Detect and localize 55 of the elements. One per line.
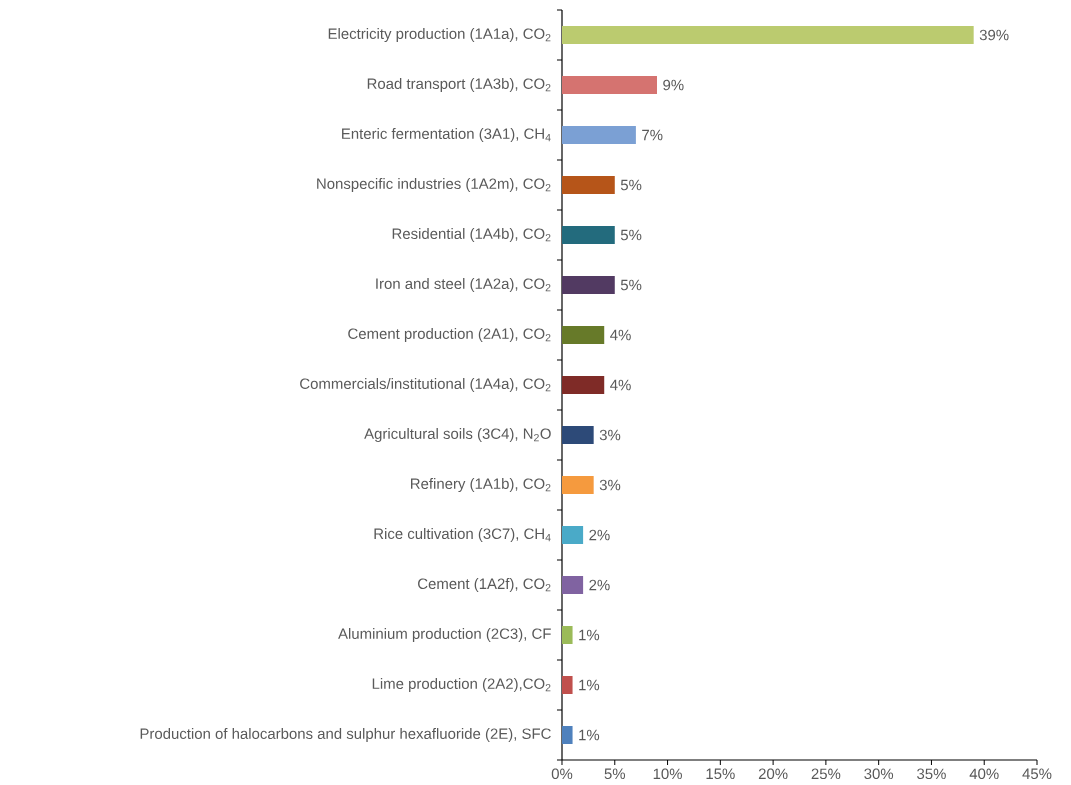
y-tick-label: Road transport (1A3b), CO$_{2}$ <box>367 78 551 92</box>
data-label: 1% <box>579 629 600 641</box>
bar <box>562 476 594 495</box>
bar <box>562 76 657 94</box>
y-tick-label: Nonspecific industries (1A2m), CO$_{2}$ <box>317 178 551 192</box>
x-tick-label: 0% <box>551 768 573 780</box>
data-label: 5% <box>620 179 642 191</box>
y-tick-label: Electricity production (1A1a), CO$_{2}$ <box>328 28 551 42</box>
x-tick-label: 10% <box>653 768 682 780</box>
x-tick-label: 25% <box>811 768 841 780</box>
y-tick-label: Refinery (1A1b), CO$_{2}$ <box>411 478 551 492</box>
x-tick-label: 35% <box>917 768 946 780</box>
y-tick-label: Iron and steel (1A2a), CO$_{2}$ <box>376 278 551 292</box>
data-label: 7% <box>642 129 663 141</box>
bar <box>562 626 573 645</box>
x-tick-label: 15% <box>706 768 735 780</box>
bar <box>562 276 615 294</box>
data-label: 9% <box>663 79 684 91</box>
y-tick-label: Agricultural soils (3C4), N$_{2}$O <box>364 428 551 442</box>
x-tick-label: 30% <box>864 768 894 780</box>
y-tick-label: Rice cultivation (3C7), CH$_{4}$ <box>374 528 551 542</box>
y-tick-label: Aluminium production (2C3), CF <box>338 628 551 642</box>
bar <box>562 526 584 545</box>
y-tick-label: Enteric fermentation (3A1), CH$_{4}$ <box>342 128 551 142</box>
bar <box>562 576 584 595</box>
data-label: 3% <box>599 479 621 491</box>
data-label: 5% <box>620 229 642 241</box>
bar <box>562 676 573 695</box>
data-label: 1% <box>579 679 600 691</box>
data-label: 39% <box>979 29 1009 41</box>
y-tick-label: Residential (1A4b), CO$_{2}$ <box>392 228 551 242</box>
y-tick-label: Production of halocarbons and sulphur hexafluoride (2E), SFC <box>140 728 551 742</box>
x-tick-label: 45% <box>1022 768 1052 780</box>
bar <box>562 726 573 745</box>
bar <box>562 176 615 194</box>
bar <box>562 26 974 44</box>
data-label: 2% <box>589 529 610 541</box>
data-label: 1% <box>579 729 600 741</box>
data-label: 4% <box>610 379 631 391</box>
x-tick-label: 40% <box>969 768 999 780</box>
data-label: 3% <box>599 429 621 441</box>
x-tick-label: 20% <box>758 768 788 780</box>
bar <box>562 376 605 395</box>
x-tick-label: 5% <box>604 768 626 780</box>
bar <box>562 126 636 144</box>
bar <box>562 326 605 344</box>
data-label: 4% <box>610 329 631 341</box>
bar <box>562 426 594 445</box>
y-tick-label: Cement production (2A1), CO$_{2}$ <box>348 328 551 342</box>
bar <box>562 226 615 244</box>
y-tick-label: Commercials/institutional (1A4a), CO$_{2}$ <box>300 378 551 392</box>
data-label: 2% <box>589 579 610 591</box>
data-label: 5% <box>620 279 642 291</box>
y-tick-label: Cement (1A2f), CO$_{2}$ <box>418 578 551 592</box>
y-tick-label: Lime production (2A2),CO$_{2}$ <box>372 678 551 692</box>
